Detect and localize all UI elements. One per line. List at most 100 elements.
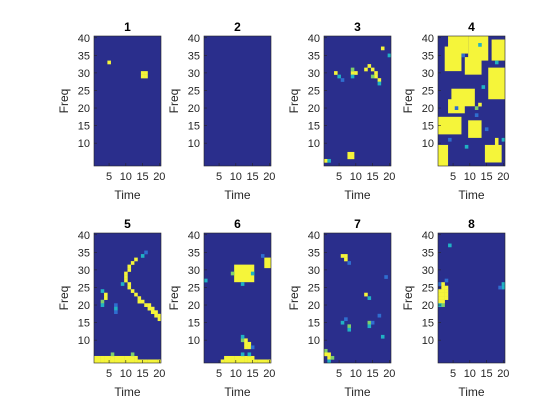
y-tick-label: 40 (78, 230, 90, 242)
heatmap-cell (350, 151, 355, 156)
heatmap-cell (247, 352, 252, 357)
heatmap-cell (137, 359, 142, 363)
heatmap-cell (100, 299, 105, 304)
x-tick-label: 5 (106, 171, 112, 183)
heatmap-cell (110, 359, 115, 363)
heatmap-cell (130, 359, 135, 363)
heatmap-cell (257, 359, 262, 363)
heatmap-cell (230, 271, 235, 276)
y-tick-label: 10 (422, 138, 434, 150)
y-tick-label: 35 (308, 247, 320, 259)
heatmap-cell (94, 355, 98, 360)
heatmap-cell (478, 102, 482, 107)
axes-box (93, 35, 162, 167)
heatmap-block (438, 116, 462, 135)
heatmap-cell (234, 355, 238, 360)
heatmap-cell (127, 264, 132, 269)
heatmap-cell (150, 359, 155, 363)
x-tick-label: 5 (450, 171, 456, 183)
heatmap-cell (444, 285, 449, 290)
y-tick-label: 35 (422, 247, 434, 259)
heatmap-cell (347, 327, 351, 332)
x-axis-label: Time (458, 188, 485, 202)
y-tick-label: 20 (188, 300, 200, 312)
y-tick-label: 25 (422, 85, 434, 97)
heatmap-cell (364, 67, 368, 72)
heatmap-cell (240, 282, 245, 286)
heatmap-cell (97, 359, 101, 363)
heatmap-cell (250, 345, 255, 350)
x-tick-label: 15 (366, 368, 378, 380)
heatmap-cell (461, 53, 465, 58)
y-tick-label: 10 (188, 335, 200, 347)
heatmap-cell (344, 257, 348, 262)
heatmap-cell (230, 359, 235, 363)
x-tick-label: 10 (120, 171, 132, 183)
x-tick-label: 15 (480, 171, 492, 183)
y-tick-label: 30 (78, 265, 90, 277)
heatmap-block (468, 120, 482, 138)
heatmap-cell (347, 155, 351, 160)
heatmap-cell (444, 292, 449, 297)
heatmap-cell (374, 71, 378, 75)
y-tick-label: 20 (308, 300, 320, 312)
heatmap-cell (147, 306, 152, 311)
heatmap-cell (110, 352, 115, 357)
subplot-title: 3 (354, 20, 361, 34)
heatmap-cell (330, 355, 335, 360)
y-tick-label: 25 (308, 282, 320, 294)
heatmap-cell (127, 268, 132, 272)
heatmap-cell (107, 60, 111, 65)
heatmap-cell (227, 355, 231, 360)
y-axis-label: Freq (287, 286, 301, 311)
heatmap-cell (137, 299, 142, 304)
heatmap-cell (94, 359, 98, 363)
x-tick-label: 5 (336, 171, 342, 183)
heatmap-cell (117, 359, 121, 363)
y-tick-label: 20 (422, 300, 434, 312)
y-tick-label: 35 (422, 50, 434, 62)
y-tick-label: 15 (422, 318, 434, 330)
heatmap-cell (501, 282, 505, 286)
y-tick-label: 30 (308, 265, 320, 277)
axes-box (437, 35, 506, 167)
subplot-title: 5 (124, 217, 131, 231)
heatmap-cell (240, 355, 245, 360)
heatmap-cell (444, 289, 449, 293)
y-axis-label: Freq (167, 286, 181, 311)
heatmap-cell (150, 306, 155, 311)
heatmap-cell (444, 296, 449, 300)
heatmap-cell (154, 313, 158, 318)
y-tick-label: 20 (78, 300, 90, 312)
heatmap-cell (104, 296, 108, 300)
heatmap-cell (327, 355, 331, 360)
heatmap-cell (347, 261, 351, 265)
x-tick-label: 10 (230, 171, 242, 183)
heatmap-cell (340, 78, 345, 82)
heatmap-cell (327, 158, 331, 163)
heatmap-cell (130, 289, 135, 293)
heatmap-cell (324, 348, 328, 353)
heatmap-cell (120, 359, 125, 363)
heatmap-cell (107, 355, 111, 360)
heatmap-cell (124, 355, 128, 360)
subplot-title: 6 (234, 217, 241, 231)
heatmap-cell (240, 338, 245, 343)
heatmap-cell (454, 106, 459, 110)
heatmap-cell (237, 359, 242, 363)
x-tick-label: 20 (497, 171, 509, 183)
x-tick-label: 15 (246, 171, 258, 183)
heatmap-cell (100, 355, 105, 360)
subplot-7: 7 10 15 20 25 30 35 40 5 10 15 20 Time Freq (287, 217, 395, 399)
heatmap-cell (140, 74, 145, 79)
x-tick-label: 10 (120, 368, 132, 380)
x-tick-label: 5 (216, 368, 222, 380)
heatmap-cell (227, 359, 231, 363)
x-axis-label: Time (114, 385, 141, 399)
heatmap-cell (350, 74, 355, 79)
heatmap-cells (324, 46, 391, 163)
heatmap-cell (104, 359, 108, 363)
heatmap-cell (441, 289, 445, 293)
heatmap-cell (97, 355, 101, 360)
subplot-8: 8 10 15 20 25 30 35 40 5 10 15 20 Time Freq (401, 217, 509, 399)
